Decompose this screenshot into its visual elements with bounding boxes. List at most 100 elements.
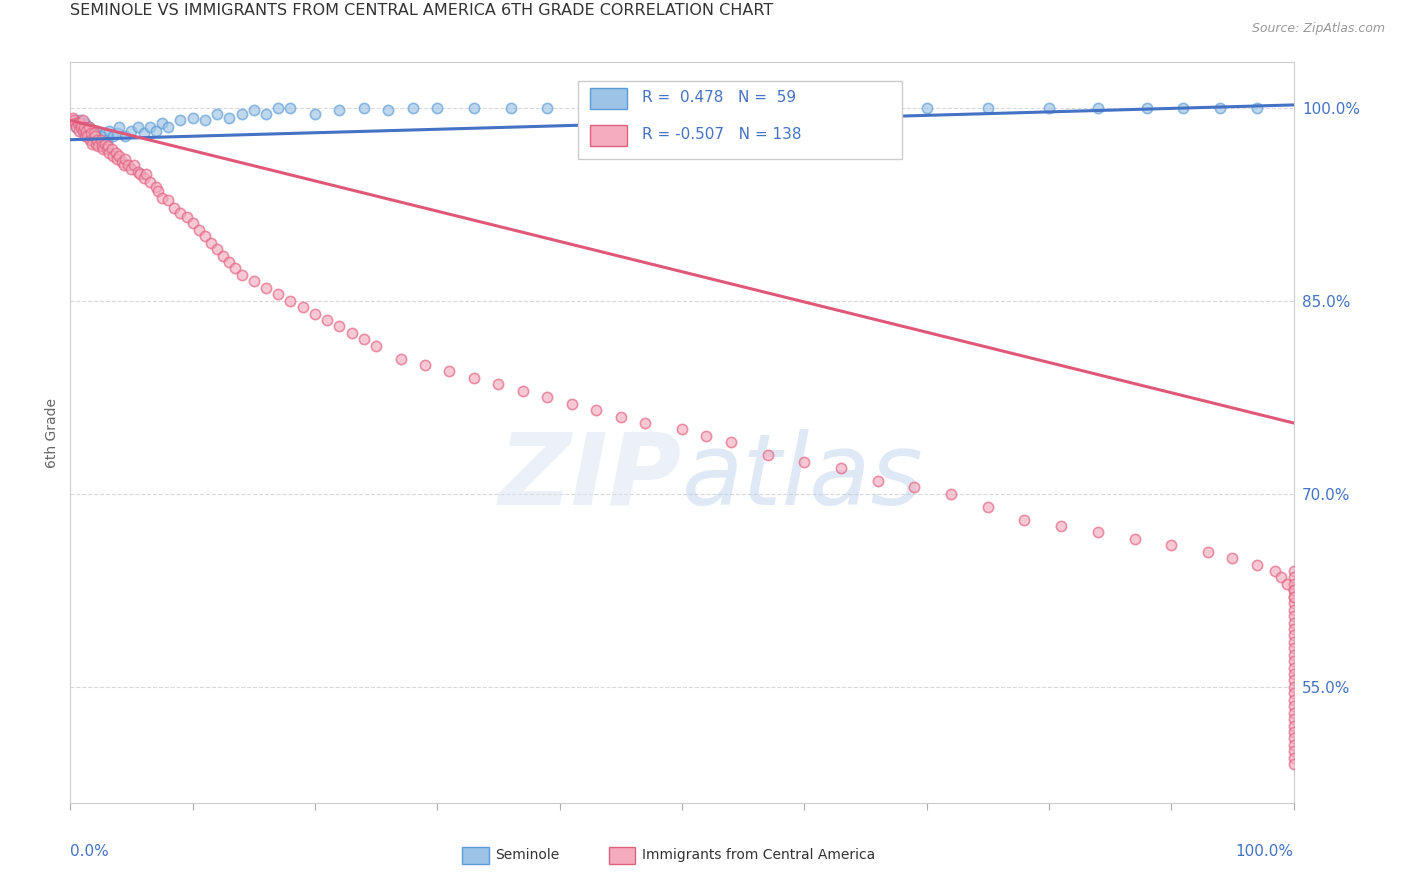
Point [87, 139, 110, 153]
Point [132, 171, 155, 186]
Point [63, 113, 86, 128]
Point [1087, 101, 1109, 115]
Point [111, 154, 134, 169]
Point [413, 358, 436, 372]
Point [536, 101, 558, 115]
Point [328, 103, 350, 117]
Y-axis label: 6th Grade: 6th Grade [45, 398, 59, 467]
Point [135, 168, 157, 182]
Point [67, 124, 90, 138]
Point [720, 435, 742, 450]
Point [187, 223, 209, 237]
Point [243, 274, 266, 288]
Point [98, 145, 121, 160]
Point [86, 133, 108, 147]
Point [1282, 750, 1305, 764]
Point [127, 165, 149, 179]
Point [108, 149, 131, 163]
Text: ZIP: ZIP [499, 428, 682, 525]
Point [114, 128, 136, 143]
Point [1173, 101, 1195, 115]
Point [793, 101, 815, 115]
Point [194, 229, 217, 244]
Point [105, 126, 128, 140]
Point [91, 142, 114, 156]
Point [145, 124, 167, 138]
Point [73, 128, 96, 143]
Point [73, 116, 96, 130]
Point [1282, 602, 1305, 616]
Point [1282, 718, 1305, 732]
Point [1282, 738, 1305, 752]
Point [1246, 558, 1268, 572]
Point [1038, 101, 1060, 115]
Point [830, 461, 852, 475]
Point [1282, 590, 1305, 604]
Point [205, 242, 228, 256]
Point [176, 210, 198, 224]
Point [366, 339, 388, 353]
Point [224, 261, 246, 276]
Point [72, 124, 94, 138]
Point [163, 201, 186, 215]
Point [610, 101, 633, 115]
Point [254, 107, 277, 121]
Point [101, 149, 124, 163]
Point [499, 101, 522, 115]
Point [104, 145, 127, 160]
Point [1282, 667, 1305, 681]
Point [139, 120, 162, 134]
Point [90, 128, 112, 143]
Point [695, 429, 717, 443]
Point [93, 126, 115, 140]
Point [328, 319, 350, 334]
Point [105, 152, 128, 166]
Point [756, 101, 779, 115]
Point [212, 249, 235, 263]
Point [756, 448, 779, 462]
Text: SEMINOLE VS IMMIGRANTS FROM CENTRAL AMERICA 6TH GRADE CORRELATION CHART: SEMINOLE VS IMMIGRANTS FROM CENTRAL AMER… [70, 3, 773, 18]
Point [114, 152, 136, 166]
Point [488, 377, 510, 392]
Point [1282, 628, 1305, 642]
Point [121, 162, 143, 177]
Point [70, 120, 93, 134]
Point [80, 126, 103, 140]
Point [1136, 101, 1159, 115]
Point [218, 111, 240, 125]
Point [1282, 693, 1305, 707]
Point [96, 142, 118, 156]
Point [83, 126, 105, 140]
Point [683, 101, 706, 115]
Point [1282, 609, 1305, 624]
Point [1282, 635, 1305, 649]
Point [150, 191, 173, 205]
Point [267, 101, 290, 115]
Text: atlas: atlas [682, 428, 924, 525]
Point [1282, 641, 1305, 656]
Point [1282, 706, 1305, 720]
Point [1282, 686, 1305, 700]
Point [76, 128, 98, 143]
Point [1264, 564, 1286, 578]
FancyBboxPatch shape [578, 81, 903, 159]
Point [1282, 577, 1305, 591]
Point [291, 300, 314, 314]
Point [304, 306, 326, 320]
Point [82, 136, 104, 151]
Point [976, 101, 998, 115]
Point [1282, 583, 1305, 598]
Point [402, 101, 425, 115]
FancyBboxPatch shape [609, 847, 636, 863]
Point [866, 474, 889, 488]
Point [939, 487, 962, 501]
Point [65, 120, 87, 134]
Point [83, 128, 105, 143]
Point [1282, 757, 1305, 772]
Point [1282, 596, 1305, 610]
Point [1246, 101, 1268, 115]
Point [1282, 712, 1305, 726]
Point [1050, 519, 1073, 533]
Text: Seminole: Seminole [495, 847, 560, 862]
Point [148, 184, 170, 198]
